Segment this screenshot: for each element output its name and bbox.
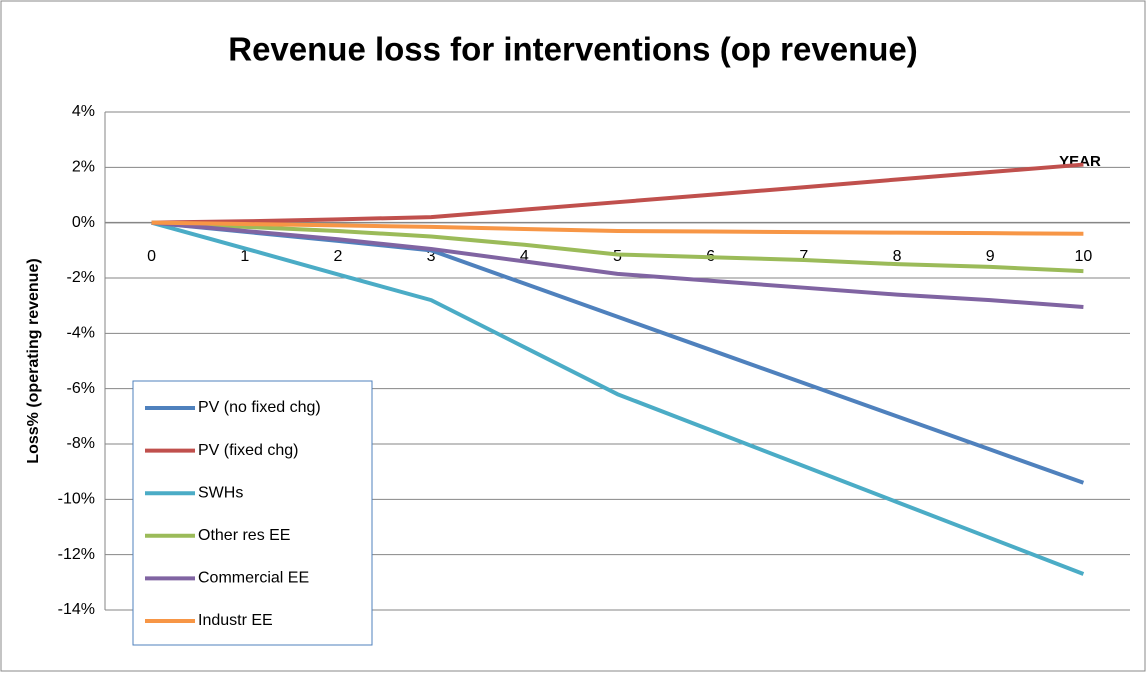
series-line <box>151 220 1084 310</box>
legend-label: Industr EE <box>198 612 273 629</box>
y-tick-label: -12% <box>58 546 95 563</box>
y-tick-label: 2% <box>72 159 95 176</box>
y-tick-label: -8% <box>67 435 95 452</box>
series-line <box>151 220 1085 576</box>
x-tick-label: 8 <box>893 248 902 265</box>
y-tick-label: -6% <box>67 380 95 397</box>
y-tick-label: -2% <box>67 269 95 286</box>
series-line <box>151 220 1084 274</box>
legend-box <box>132 380 373 646</box>
y-tick-label: 0% <box>72 214 95 231</box>
x-tick-label: 7 <box>799 248 808 265</box>
x-tick-label: 0 <box>147 248 156 265</box>
x-tick-label: 10 <box>1075 248 1093 265</box>
y-axis-title: Loss% (operating revenue) <box>25 258 42 463</box>
x-tick-label: 9 <box>986 248 995 265</box>
y-tick-label: -10% <box>58 491 95 508</box>
legend-label: PV (fixed chg) <box>198 442 298 459</box>
y-tick-label: -14% <box>58 601 95 618</box>
x-tick-label: 3 <box>427 248 436 265</box>
y-tick-label: -4% <box>67 325 95 342</box>
series-line <box>151 220 1084 236</box>
legend-label: Commercial EE <box>198 570 309 587</box>
x-tick-label: 4 <box>520 248 529 265</box>
x-tick-label: 2 <box>334 248 343 265</box>
chart-title: Revenue loss for interventions (op reven… <box>228 31 918 68</box>
y-tick-label: 4% <box>72 103 95 120</box>
legend-label: Other res EE <box>198 527 290 544</box>
series-line <box>151 162 1084 225</box>
x-tick-label: 1 <box>240 248 249 265</box>
legend-label: SWHs <box>198 484 243 501</box>
legend-label: PV (no fixed chg) <box>198 399 321 416</box>
